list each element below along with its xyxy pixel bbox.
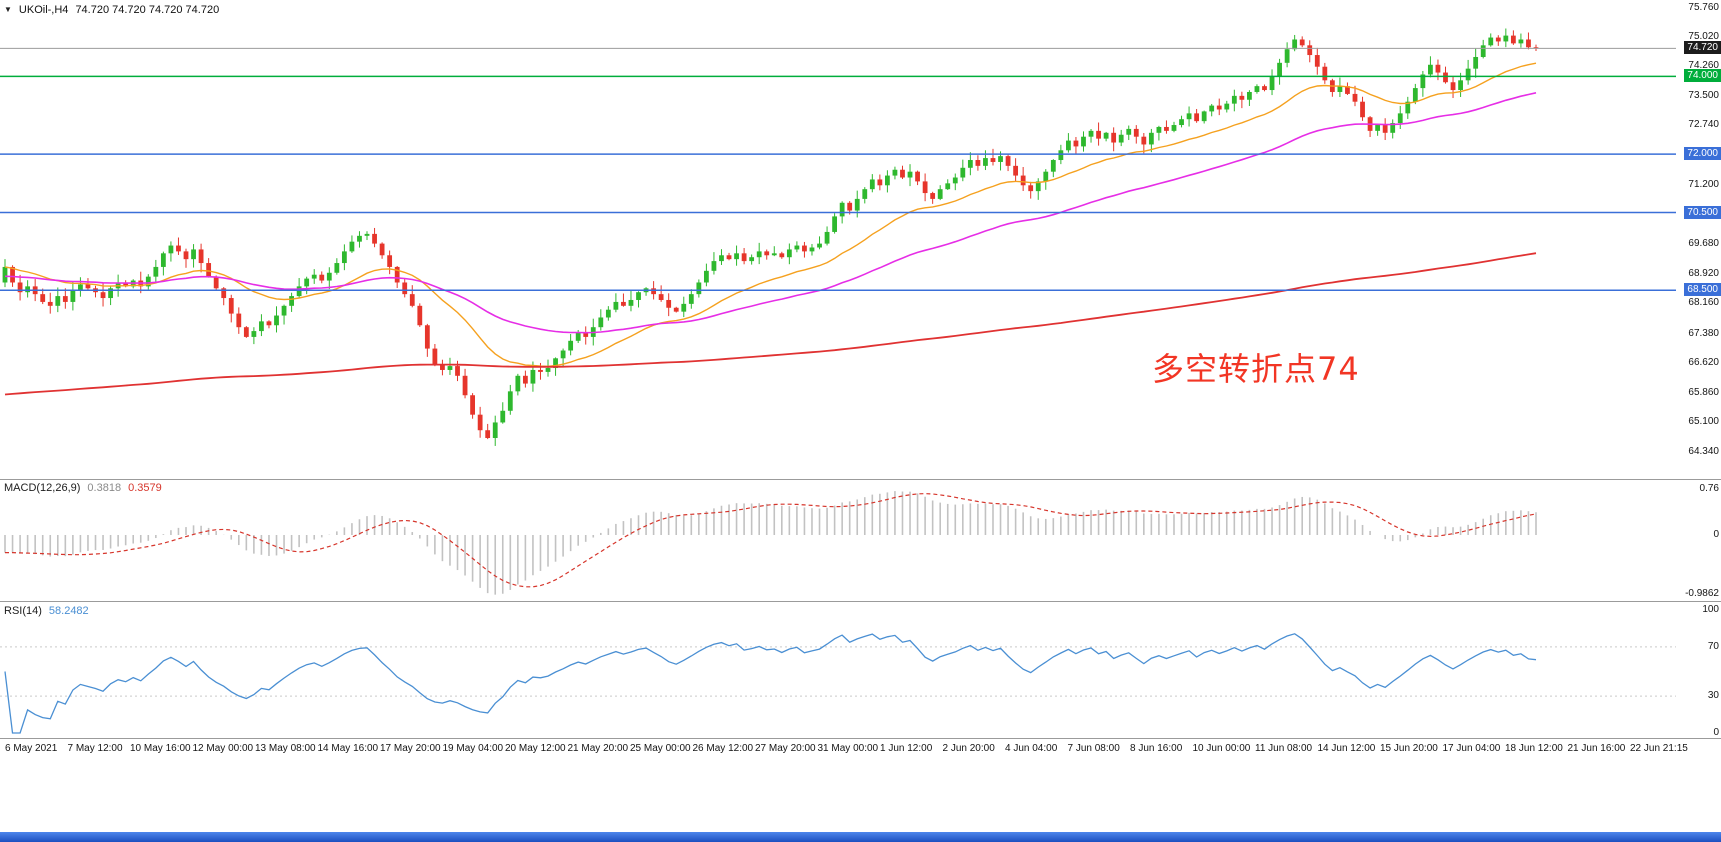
time-tick-label: 21 Jun 16:00 [1567,743,1626,754]
rsi-indicator-label: RSI(14) 58.2482 [4,605,89,617]
ohlc-values: 74.720 74.720 74.720 74.720 [75,3,220,16]
time-tick-label: 14 May 16:00 [317,743,379,754]
time-tick-label: 10 Jun 00:00 [1192,743,1251,754]
rsi-tick-label: 0 [1713,727,1719,738]
symbol-timeframe-label: UKOil-,H4 [18,3,69,16]
macd-main-value: 0.3818 [87,482,122,494]
horizontal-level-lines [0,75,1676,292]
price-badge: 68.500 [1684,283,1721,297]
ma-slow-line [4,252,1537,396]
time-tick-label: 18 Jun 12:00 [1505,743,1563,754]
price-tick-label: 68.160 [1688,297,1719,309]
macd-signal-value: 0.3579 [128,482,162,494]
rsi-value: 58.2482 [48,605,89,617]
price-tick-label: 72.740 [1688,119,1719,131]
price-tick-label: 74.260 [1688,60,1719,72]
time-tick-label: 7 Jun 08:00 [1067,743,1120,754]
macd-tick-label: 0 [1713,529,1719,540]
candlestick-series [2,28,1539,446]
time-tick-label: 14 Jun 12:00 [1317,743,1376,754]
rsi-tick-label: 100 [1702,604,1719,615]
price-tick-label: 73.500 [1688,89,1719,101]
time-tick-label: 26 May 12:00 [692,743,754,754]
time-tick-label: 2 Jun 20:00 [942,743,995,754]
price-badge: 72.000 [1684,147,1721,161]
time-tick-label: 27 May 20:00 [755,743,816,754]
price-tick-label: 75.760 [1688,2,1719,13]
time-tick-label: 22 Jun 21:15 [1630,743,1688,754]
price-tick-label: 67.380 [1688,327,1719,339]
macd-signal-line [5,492,1537,588]
time-tick-label: 13 May 08:00 [255,743,316,754]
time-tick-label: 19 May 04:00 [442,743,504,754]
price-tick-label: 66.620 [1688,357,1719,369]
time-tick-label: 7 May 12:00 [67,743,123,754]
macd-indicator-label: MACD(12,26,9) 0.3818 0.3579 [4,482,162,494]
rsi-name: RSI(14) [4,605,42,617]
chart-header: ▼ UKOil-,H4 74.720 74.720 74.720 74.720 [4,3,219,16]
price-badge: 70.500 [1684,205,1721,219]
rsi-line [4,633,1537,734]
time-tick-label: 17 May 20:00 [380,743,441,754]
price-badge: 74.720 [1684,41,1721,55]
chart-menu-icon[interactable]: ▼ [4,5,12,14]
time-tick-label: 25 May 00:00 [630,743,691,754]
time-tick-label: 11 Jun 08:00 [1255,743,1313,754]
macd-tick-label: -0.9862 [1685,588,1719,600]
time-tick-label: 15 Jun 20:00 [1380,743,1438,754]
time-tick-label: 20 May 12:00 [505,743,566,754]
price-tick-label: 65.860 [1688,386,1719,398]
price-tick-label: 69.680 [1688,238,1719,250]
time-tick-label: 17 Jun 04:00 [1442,743,1501,754]
price-tick-label: 71.200 [1688,179,1719,191]
time-tick-label: 1 Jun 12:00 [880,743,933,754]
chart-canvas[interactable] [0,0,1721,739]
time-tick-label: 6 May 2021 [5,743,58,754]
chart-annotation-text: 多空转折点74 [1152,350,1360,388]
time-tick-label: 12 May 00:00 [192,743,254,754]
time-tick-label: 21 May 20:00 [567,743,629,754]
rsi-tick-label: 70 [1707,640,1719,652]
time-tick-label: 10 May 16:00 [130,743,191,754]
macd-histogram [4,491,1537,595]
price-badge: 74.000 [1684,69,1721,83]
ma-fast-line [4,62,1537,368]
time-tick-label: 31 May 00:00 [817,743,879,754]
macd-tick-label: 0.76 [1699,483,1719,495]
price-tick-label: 75.020 [1688,30,1719,42]
time-tick-label: 4 Jun 04:00 [1005,743,1058,754]
taskbar-strip[interactable] [0,832,1721,842]
price-tick-label: 68.920 [1688,267,1719,279]
price-axis[interactable]: 75.760 75.020 74.260 73.500 72.740 71.200 69.6… [1676,0,1721,739]
macd-name: MACD(12,26,9) [4,482,81,494]
time-axis[interactable]: 6 May 2021 7 May 12:00 10 May 16:00 12 May … [0,739,1721,761]
price-tick-label: 65.100 [1688,416,1719,428]
price-tick-label: 64.340 [1688,446,1719,457]
ma-mid-line [4,92,1537,334]
time-tick-label: 8 Jun 16:00 [1130,743,1183,754]
rsi-tick-label: 30 [1707,690,1719,702]
